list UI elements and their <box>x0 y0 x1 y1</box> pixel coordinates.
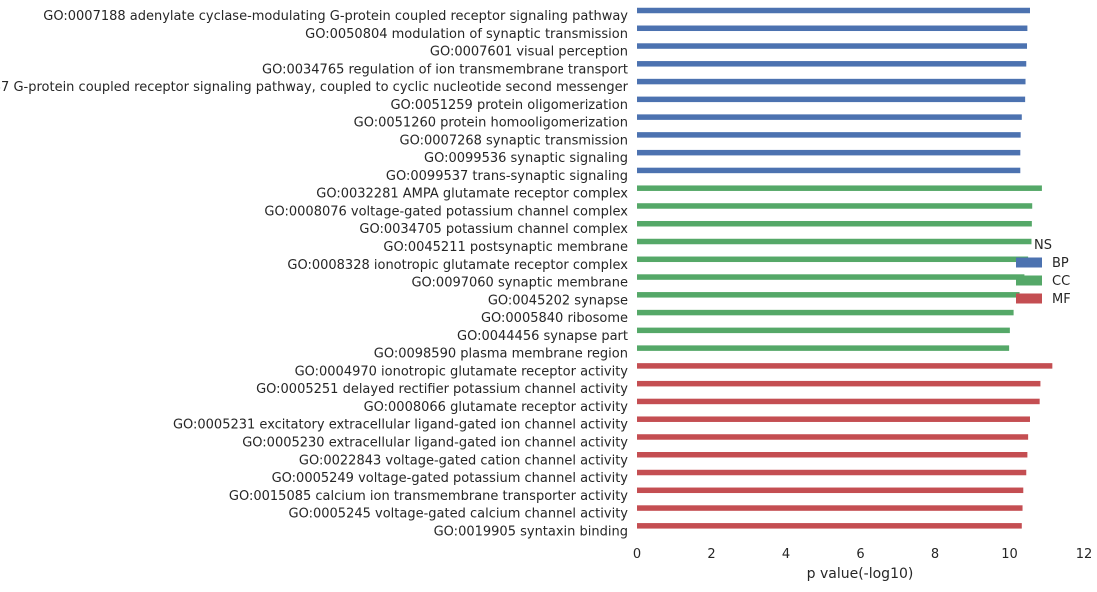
category-label: GO:0015085 calcium ion transmembrane tra… <box>229 489 628 504</box>
category-label: GO:0005230 extracellular ligand-gated io… <box>242 435 628 450</box>
legend-swatch-bp <box>1016 257 1042 268</box>
legend-label-bp: BP <box>1052 256 1069 271</box>
category-label: GO:0007268 synaptic transmission <box>400 133 628 148</box>
x-tick-label: 6 <box>856 547 864 562</box>
category-label: GO:0022843 voltage-gated cation channel … <box>299 453 628 468</box>
bar-bp <box>637 43 1028 49</box>
bar-cc <box>637 274 1025 280</box>
legend-swatch-cc <box>1016 275 1042 286</box>
bar-cc <box>637 309 1014 316</box>
category-label: GO:0098590 plasma membrane region <box>374 347 628 362</box>
category-label: GO:0050804 modulation of synaptic transm… <box>305 27 628 42</box>
legend-label-cc: CC <box>1052 274 1070 289</box>
bar-bp <box>637 149 1021 156</box>
category-label: GO:0051260 protein homooligomerization <box>354 116 628 131</box>
category-label: GO:0008076 voltage-gated potassium chann… <box>264 204 628 219</box>
bar-cc <box>637 203 1033 209</box>
legend-label-mf: MF <box>1052 292 1071 307</box>
category-label: GO:0097060 synaptic membrane <box>411 276 628 291</box>
category-label: GO:0008066 glutamate receptor activity <box>364 400 629 415</box>
bar-bp <box>637 167 1021 174</box>
category-label: GO:0007601 visual perception <box>430 45 628 60</box>
category-label: GO:0034765 regulation of ion transmembra… <box>262 62 628 77</box>
bar-mf <box>637 523 1022 529</box>
bar-cc <box>637 238 1032 245</box>
category-label: GO:0005840 ribosome <box>481 311 628 326</box>
category-label: GO:0045211 postsynaptic membrane <box>383 240 628 255</box>
category-label: GO:0005251 delayed rectifier potassium c… <box>256 382 628 397</box>
bar-mf <box>637 363 1053 369</box>
x-tick-label: 4 <box>782 547 790 562</box>
bar-mf <box>637 452 1028 458</box>
category-label: GO:0005249 voltage-gated potassium chann… <box>272 471 629 486</box>
category-label: GO:0032281 AMPA glutamate receptor compl… <box>316 187 628 202</box>
category-label: GO:0019905 syntaxin binding <box>434 524 628 539</box>
category-label: GO:0005231 excitatory extracellular liga… <box>173 418 628 433</box>
bar-mf <box>637 469 1027 476</box>
bar-mf <box>637 487 1024 494</box>
bar-cc <box>637 327 1010 334</box>
bar-bp <box>637 114 1022 120</box>
bars-layer <box>637 7 1053 529</box>
bar-bp <box>637 78 1026 85</box>
bar-bp <box>637 7 1030 14</box>
category-label: GO:0007187 G-protein coupled receptor si… <box>0 80 629 95</box>
bar-bp <box>637 61 1027 67</box>
bar-bp <box>637 96 1026 103</box>
bar-mf <box>637 380 1041 387</box>
bar-cc <box>637 185 1042 191</box>
category-labels: GO:0007188 adenylate cyclase-modulating … <box>0 9 629 539</box>
bar-mf <box>637 505 1023 511</box>
legend-title: NS <box>1034 238 1052 253</box>
category-label: GO:0034705 potassium channel complex <box>359 222 628 237</box>
category-label: GO:0099537 trans-synaptic signaling <box>386 169 628 184</box>
bar-bp <box>637 25 1028 32</box>
x-tick-label: 0 <box>633 547 641 562</box>
x-axis: 0 2 4 6 8 10 12 <box>633 547 1092 562</box>
category-label: GO:0051259 protein oligomerization <box>390 98 628 113</box>
category-label: GO:0008328 ionotropic glutamate receptor… <box>287 258 628 273</box>
bar-cc <box>637 345 1010 351</box>
x-tick-label: 12 <box>1076 547 1093 562</box>
category-label: GO:0007188 adenylate cyclase-modulating … <box>43 9 628 24</box>
bar-mf <box>637 398 1040 405</box>
bar-cc <box>637 220 1032 227</box>
bar-cc <box>637 256 1029 263</box>
category-label: GO:0004970 ionotropic glutamate receptor… <box>295 364 629 379</box>
bar-cc <box>637 292 1020 298</box>
bar-bp <box>637 132 1021 138</box>
x-axis-title: p value(-log10) <box>807 566 914 582</box>
x-tick-label: 8 <box>931 547 939 562</box>
x-tick-label: 10 <box>1001 547 1018 562</box>
bar-mf <box>637 434 1029 440</box>
bar-mf <box>637 416 1030 422</box>
category-label: GO:0044456 synapse part <box>457 329 628 344</box>
category-label: GO:0045202 synapse <box>488 293 628 308</box>
category-label: GO:0005245 voltage-gated calcium channel… <box>289 507 629 522</box>
category-label: GO:0099536 synaptic signaling <box>424 151 628 166</box>
legend-swatch-mf <box>1016 293 1042 304</box>
x-tick-label: 2 <box>707 547 715 562</box>
